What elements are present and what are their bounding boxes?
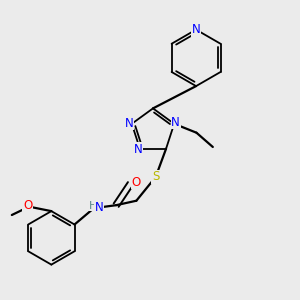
Text: N: N	[134, 143, 143, 156]
Text: O: O	[23, 199, 32, 212]
Text: N: N	[171, 116, 180, 129]
Text: N: N	[95, 201, 103, 214]
Text: O: O	[131, 176, 140, 189]
Text: S: S	[152, 170, 159, 184]
Text: N: N	[125, 117, 134, 130]
Text: H: H	[88, 201, 97, 211]
Text: N: N	[192, 23, 200, 36]
